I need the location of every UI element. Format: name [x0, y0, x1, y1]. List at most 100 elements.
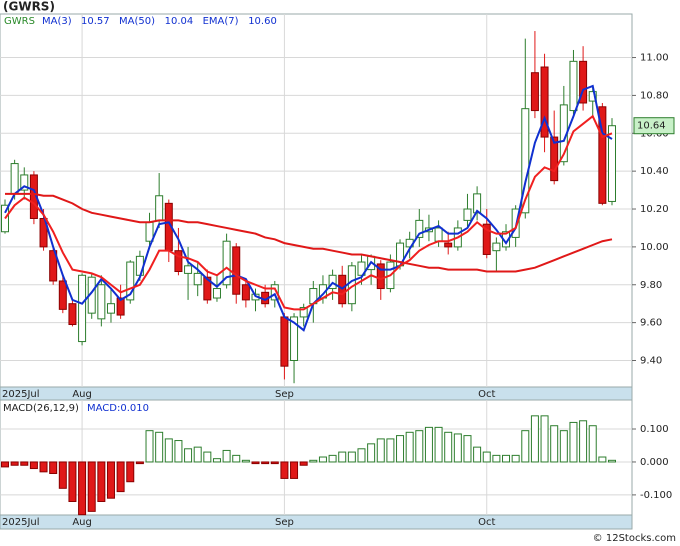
- macd-bar: [473, 446, 482, 463]
- indicator-line: [4, 114, 613, 311]
- legend-name: MA(3): [42, 16, 72, 27]
- y-tick-label: 11.00: [640, 53, 669, 64]
- x-tick-label: Oct: [478, 389, 495, 400]
- macd-bar: [482, 451, 491, 463]
- date-strip: [0, 514, 633, 530]
- chart-title: (GWRS): [3, 0, 55, 14]
- legend-name: EMA(7): [203, 16, 239, 27]
- candle-body: [20, 174, 29, 191]
- footer: © 12Stocks.com: [593, 533, 676, 544]
- macd-title: MACD(26,12,9): [3, 403, 79, 414]
- macd-bar: [347, 451, 356, 463]
- date-strip: [0, 386, 633, 401]
- macd-bar: [540, 415, 549, 463]
- candle-body: [357, 261, 366, 276]
- macd-bar: [87, 461, 96, 512]
- macd-bar: [212, 458, 221, 463]
- candle-body: [155, 195, 164, 221]
- macd-bar: [49, 461, 58, 474]
- candle-body: [232, 246, 241, 295]
- legend-symbol: GWRS: [4, 16, 35, 27]
- legend-value: 10.57: [81, 16, 110, 27]
- candle-body: [444, 242, 453, 248]
- candle-body: [608, 125, 616, 202]
- macd-bar: [492, 454, 501, 463]
- candle-body: [68, 303, 77, 326]
- macd-bar: [521, 430, 530, 463]
- y-tick-label: 10.80: [640, 90, 669, 101]
- candle-body: [116, 297, 125, 316]
- candle-body: [241, 284, 250, 301]
- macd-bar: [145, 430, 154, 463]
- macd-bar: [193, 446, 202, 463]
- macd-bar: [502, 454, 511, 463]
- x-tick-label: Aug: [72, 389, 92, 400]
- macd-bar: [376, 438, 385, 463]
- x-tick-label: Sep: [275, 517, 294, 528]
- candle-body: [569, 60, 578, 112]
- x-tick-label: 2025Jul: [2, 517, 40, 528]
- y-tick-label: -0.100: [640, 490, 672, 501]
- candle-body: [174, 250, 183, 273]
- legend-name: MA(50): [119, 16, 155, 27]
- macd-bar: [164, 438, 173, 463]
- macd-bar: [10, 461, 19, 466]
- macd-bar: [126, 461, 135, 483]
- macd-bar: [78, 461, 87, 516]
- macd-bar: [270, 461, 279, 465]
- y-tick-label: 0.100: [640, 424, 669, 435]
- candle-body: [212, 288, 221, 299]
- macd-bar: [174, 440, 183, 463]
- candle-body: [126, 261, 135, 301]
- candle-body: [280, 316, 289, 367]
- macd-bar: [106, 461, 115, 499]
- macd-bar: [453, 433, 462, 463]
- macd-bar: [338, 451, 347, 463]
- candle-body: [463, 208, 472, 221]
- candle-body: [78, 274, 87, 343]
- macd-bar: [232, 454, 241, 463]
- candle-body: [540, 66, 549, 138]
- candle-body: [299, 306, 308, 318]
- y-tick-label: 10.40: [640, 166, 669, 177]
- macd-bar: [261, 461, 270, 465]
- macd-bar: [550, 425, 559, 463]
- macd-bar: [598, 456, 607, 463]
- candle-body: [10, 163, 19, 195]
- macd-bar: [357, 448, 366, 463]
- macd-bar: [116, 461, 125, 493]
- candle-body: [106, 303, 115, 314]
- macd-bar: [251, 461, 260, 465]
- candle-body: [97, 284, 106, 320]
- macd-bar: [415, 430, 424, 463]
- candle-body: [193, 272, 202, 286]
- macd-bar: [608, 459, 616, 463]
- candle-body: [290, 316, 299, 361]
- macd-bar: [222, 449, 231, 463]
- macd-bar: [434, 426, 443, 463]
- macd-bar: [588, 425, 597, 463]
- macd-bar: [396, 435, 405, 463]
- y-tick-label: 9.40: [640, 355, 662, 366]
- macd-bar: [97, 461, 106, 502]
- macd-bar: [299, 461, 308, 466]
- x-tick-label: Aug: [72, 517, 92, 528]
- indicator-line: [5, 192, 613, 273]
- macd-bar: [155, 431, 164, 463]
- candle-body: [521, 108, 530, 214]
- candle-body: [49, 250, 58, 282]
- candle-body: [579, 60, 588, 104]
- macd-bar: [68, 461, 77, 502]
- candle-body: [58, 280, 67, 310]
- macd-bar: [58, 461, 67, 489]
- candle-body: [184, 265, 193, 274]
- x-tick-label: 2025Jul: [2, 389, 40, 400]
- macd-bar: [463, 435, 472, 463]
- price-panel: [0, 13, 633, 388]
- candle-body: [39, 217, 48, 248]
- macd-bar: [559, 430, 568, 463]
- y-tick-label: 9.80: [640, 280, 662, 291]
- macd-bar: [20, 461, 29, 466]
- price-tag-label: 10.64: [637, 121, 666, 132]
